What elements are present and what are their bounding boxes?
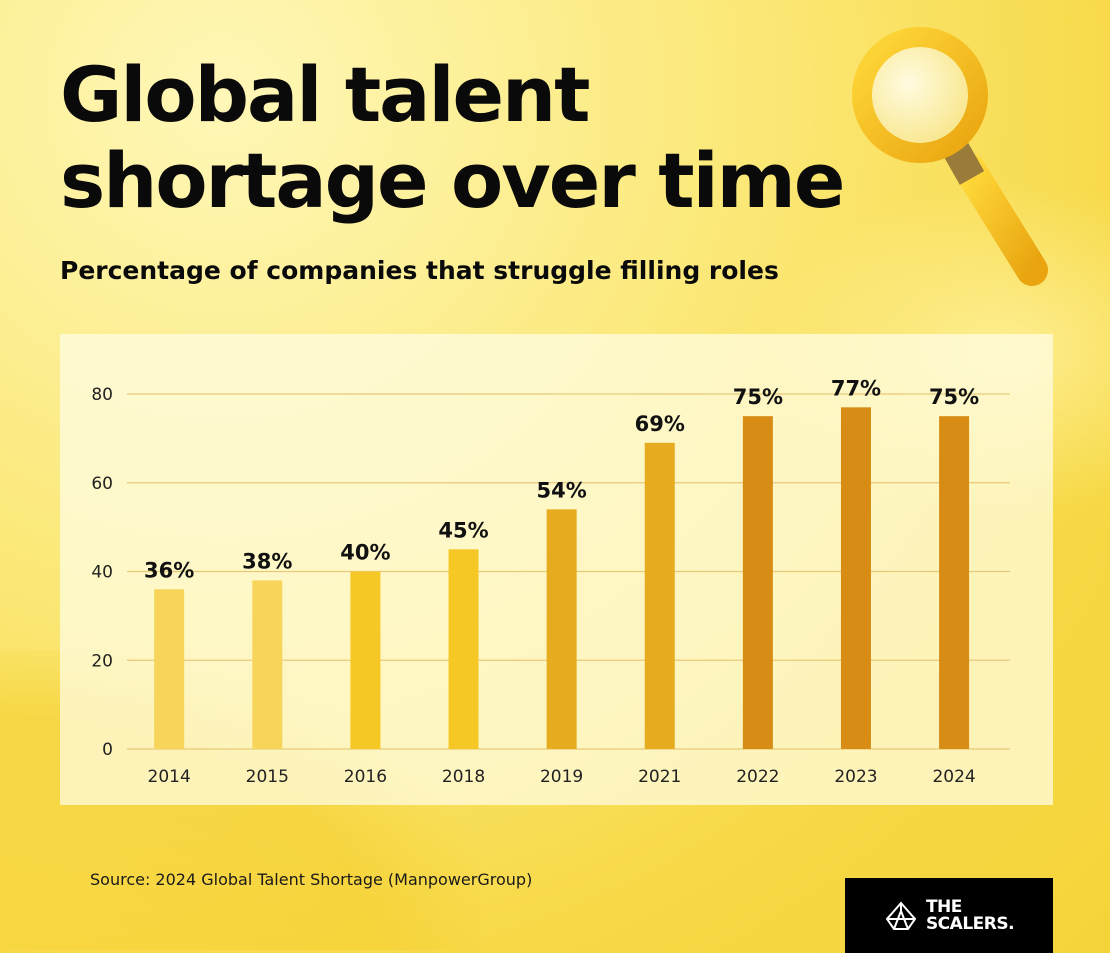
bar-2015 bbox=[252, 580, 283, 749]
data-label: 45% bbox=[438, 518, 488, 542]
x-tick-label: 2023 bbox=[834, 767, 877, 787]
y-tick-label: 0 bbox=[102, 740, 113, 760]
bar-2018 bbox=[448, 549, 479, 749]
x-tick-label: 2015 bbox=[246, 767, 289, 787]
x-tick-label: 2022 bbox=[736, 767, 779, 787]
bar-2022 bbox=[742, 416, 773, 749]
title-line-2: shortage over time bbox=[60, 136, 845, 225]
x-tick-label: 2018 bbox=[442, 767, 485, 787]
data-label: 36% bbox=[144, 558, 194, 582]
data-label: 75% bbox=[733, 385, 783, 409]
data-label: 69% bbox=[635, 412, 685, 436]
source-note: Source: 2024 Global Talent Shortage (Man… bbox=[90, 870, 533, 889]
bar-2016 bbox=[350, 571, 381, 749]
bar-2019 bbox=[546, 509, 577, 749]
page-title: Global talent shortage over time bbox=[60, 50, 845, 225]
x-tick-label: 2019 bbox=[540, 767, 583, 787]
x-tick-label: 2014 bbox=[148, 767, 191, 787]
y-tick-label: 20 bbox=[91, 651, 113, 671]
x-tick-label: 2021 bbox=[638, 767, 681, 787]
bar-2021 bbox=[644, 442, 675, 749]
x-tick-label: 2016 bbox=[344, 767, 387, 787]
data-label: 75% bbox=[929, 385, 979, 409]
the-scalers-logo: THE SCALERS. bbox=[845, 878, 1053, 953]
bar-2024 bbox=[939, 416, 970, 749]
bar-2023 bbox=[840, 407, 871, 749]
magnifying-glass-icon bbox=[852, 27, 1048, 286]
x-tick-label: 2024 bbox=[932, 767, 975, 787]
logo-text: THE SCALERS. bbox=[925, 896, 1015, 934]
y-tick-label: 40 bbox=[91, 563, 113, 583]
data-label: 40% bbox=[340, 541, 390, 565]
y-tick-label: 60 bbox=[91, 474, 113, 494]
data-label: 54% bbox=[536, 478, 586, 502]
title-line-1: Global talent bbox=[60, 50, 590, 139]
bar-2014 bbox=[154, 589, 185, 749]
data-label: 77% bbox=[831, 376, 881, 400]
diamond-icon bbox=[885, 900, 917, 930]
y-tick-label: 80 bbox=[91, 385, 113, 405]
data-label: 38% bbox=[242, 549, 292, 573]
subtitle: Percentage of companies that struggle fi… bbox=[60, 256, 779, 285]
